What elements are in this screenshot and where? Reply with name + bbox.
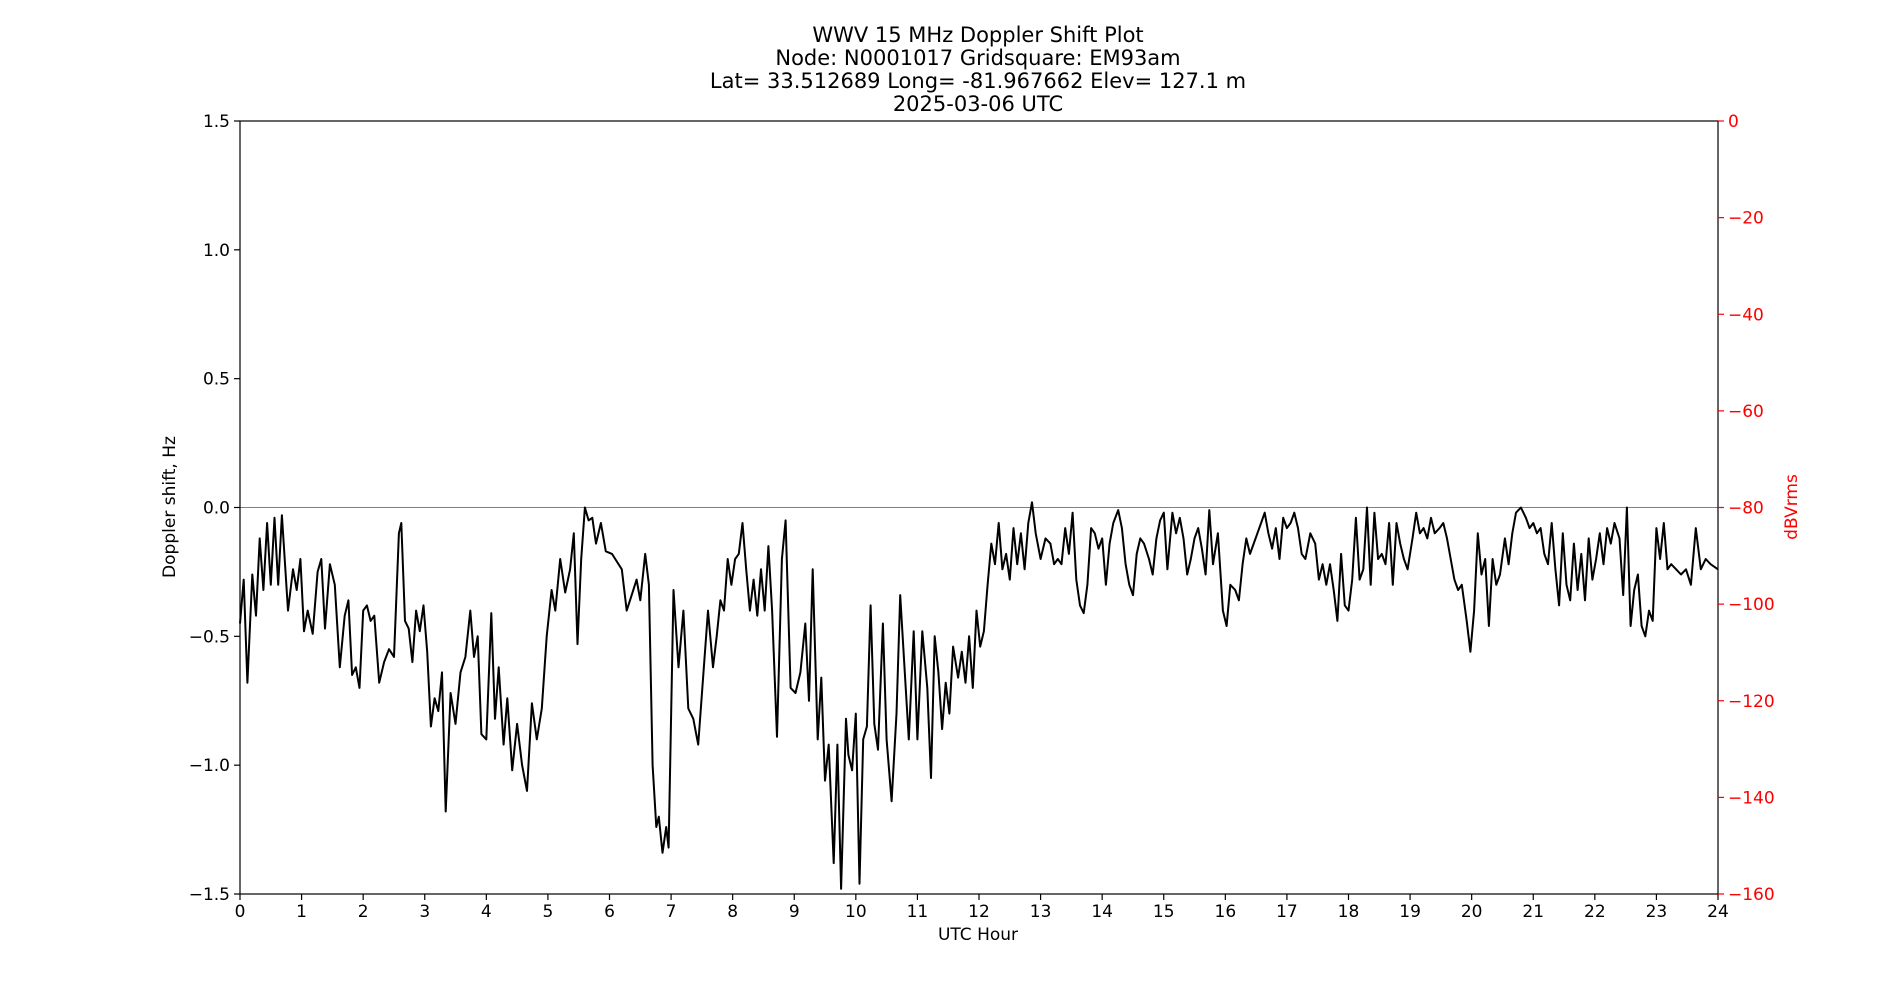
x-tick-label: 13 — [1030, 902, 1052, 922]
x-tick-label: 19 — [1399, 902, 1421, 922]
right-y-tick-label: 0 — [1728, 112, 1739, 132]
x-tick-label: 16 — [1215, 902, 1237, 922]
x-tick-label: 11 — [907, 902, 929, 922]
x-tick-label: 15 — [1153, 902, 1175, 922]
x-tick-label: 5 — [543, 902, 554, 922]
right-y-tick-label: −160 — [1728, 885, 1775, 905]
y-tick-label: −0.5 — [189, 627, 230, 647]
right-y-tick-label: −140 — [1728, 788, 1775, 808]
x-tick-label: 23 — [1646, 902, 1668, 922]
y-tick-label: 1.5 — [203, 112, 230, 132]
y-axis-ticks: −1.5 −1.0 −0.5 0.0 0.5 1.0 1.5 — [189, 112, 240, 905]
x-tick-label: 22 — [1584, 902, 1606, 922]
chart-title-line-4: 2025-03-06 UTC — [893, 92, 1063, 116]
x-tick-label: 18 — [1338, 902, 1360, 922]
chart-title: WWV 15 MHz Doppler Shift Plot Node: N000… — [710, 23, 1246, 116]
x-tick-label: 10 — [845, 902, 867, 922]
right-y-axis-ticks: 0 −20 −40 −60 −80 −100 −120 −140 −160 — [1718, 112, 1775, 905]
x-tick-label: 4 — [481, 902, 492, 922]
x-tick-label: 14 — [1091, 902, 1113, 922]
right-y-tick-label: −80 — [1728, 499, 1764, 519]
x-tick-label: 3 — [419, 902, 430, 922]
right-y-axis-label: dBVrms — [1782, 474, 1802, 540]
x-tick-label: 7 — [666, 902, 677, 922]
x-tick-label: 12 — [968, 902, 990, 922]
y-tick-label: −1.0 — [189, 756, 230, 776]
right-y-tick-label: −120 — [1728, 692, 1775, 712]
right-y-tick-label: −40 — [1728, 305, 1764, 325]
right-y-tick-label: −60 — [1728, 402, 1764, 422]
y-tick-label: 0.5 — [203, 370, 230, 390]
x-tick-label: 6 — [604, 902, 615, 922]
chart-title-line-3: Lat= 33.512689 Long= -81.967662 Elev= 12… — [710, 69, 1246, 93]
y-tick-label: 0.0 — [203, 499, 230, 519]
x-axis-ticks: 0 1 2 3 4 5 6 7 8 9 10 11 12 13 14 15 16 17 18 19 20 21 22 23 24 — [235, 894, 1729, 922]
right-y-tick-label: −100 — [1728, 595, 1775, 615]
x-axis-label: UTC Hour — [938, 925, 1018, 945]
x-tick-label: 17 — [1276, 902, 1298, 922]
x-tick-label: 2 — [358, 902, 369, 922]
right-y-tick-label: −20 — [1728, 209, 1764, 229]
x-tick-label: 1 — [296, 902, 307, 922]
x-tick-label: 20 — [1461, 902, 1483, 922]
x-tick-label: 0 — [235, 902, 246, 922]
x-tick-label: 21 — [1522, 902, 1544, 922]
x-tick-label: 8 — [727, 902, 738, 922]
x-tick-label: 9 — [789, 902, 800, 922]
doppler-series-line — [239, 501, 1719, 890]
y-axis-label: Doppler shift, Hz — [160, 436, 180, 578]
x-tick-label: 24 — [1707, 902, 1729, 922]
y-tick-label: 1.0 — [203, 241, 230, 261]
y-tick-label: −1.5 — [189, 885, 230, 905]
chart-title-line-2: Node: N0001017 Gridsquare: EM93am — [775, 46, 1180, 70]
chart-title-line-1: WWV 15 MHz Doppler Shift Plot — [812, 23, 1143, 47]
